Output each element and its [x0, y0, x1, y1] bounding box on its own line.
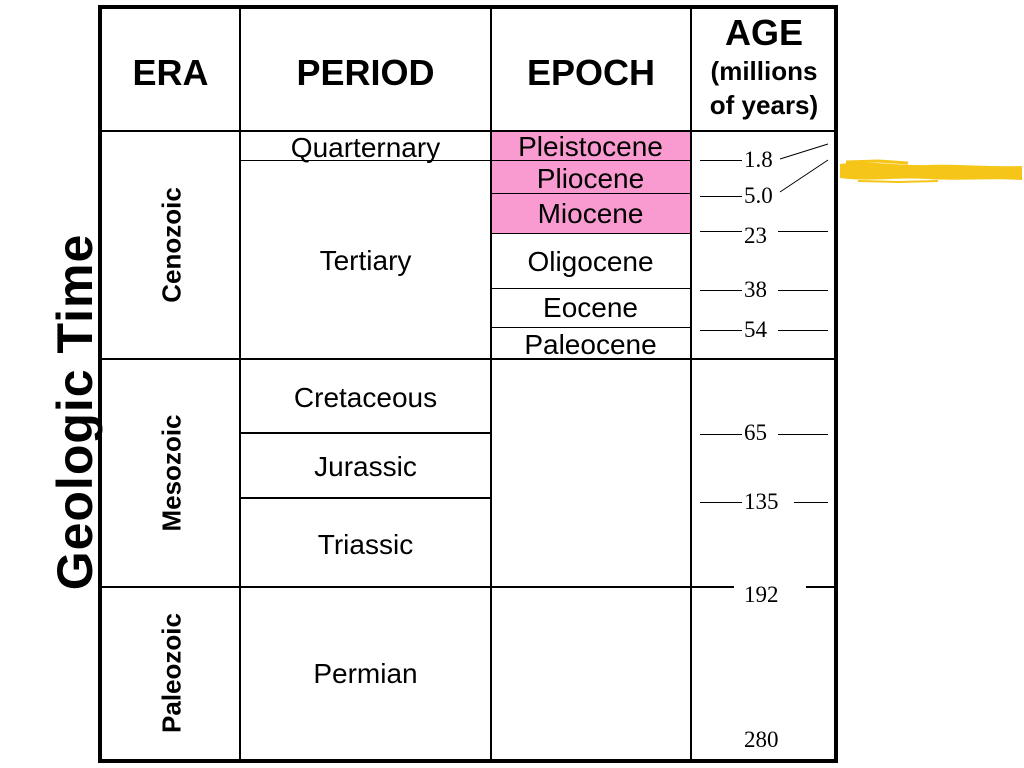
epoch-pliocene: Pliocene — [536, 163, 645, 194]
mesozoic-divider-right — [806, 586, 836, 588]
age-label-5: 54 — [744, 317, 767, 342]
side-title-text: Geologic Time — [47, 233, 103, 591]
age-tick-left-5 — [700, 330, 742, 331]
period-triassic: Triassic — [317, 529, 414, 560]
period-cretaceous: Cretaceous — [293, 382, 438, 413]
cenozoic-divider — [100, 358, 836, 360]
highlight-pleistocene — [491, 132, 690, 160]
header-age-line1: AGE — [724, 12, 803, 53]
epoch-line-2 — [491, 193, 690, 194]
epoch-pleistocene: Pleistocene — [518, 131, 663, 162]
age-label-3: 23 — [744, 223, 767, 248]
age-connector-1 — [779, 143, 829, 193]
header-age-line3: of years) — [709, 90, 819, 120]
divider-era-period — [239, 7, 241, 761]
age-tick-right-6 — [778, 434, 828, 435]
mesozoic-divider-left — [100, 586, 734, 588]
epoch-eocene: Eocene — [543, 292, 638, 323]
highlight-pliocene — [491, 161, 690, 193]
period-line-quarternary — [240, 160, 490, 161]
header-divider — [100, 130, 836, 132]
age-tick-left-4 — [700, 290, 742, 291]
period-line-cretaceous — [240, 432, 490, 434]
epoch-line-4 — [491, 288, 690, 289]
age-tick-left-1 — [700, 160, 742, 161]
header-age-line2: (millions — [710, 56, 818, 86]
age-label-9: 280 — [744, 727, 779, 752]
age-tick-right-5 — [778, 330, 828, 331]
period-permian: Permian — [313, 658, 418, 689]
age-tick-right-3 — [778, 231, 828, 232]
age-tick-left-3 — [700, 231, 742, 232]
epoch-line-5 — [491, 327, 690, 328]
age-tick-right-4 — [778, 290, 828, 291]
highlight-miocene — [491, 194, 690, 233]
period-line-jurassic — [240, 497, 490, 499]
age-label-2: 5.0 — [744, 183, 773, 208]
age-tick-left-2 — [700, 196, 742, 197]
header-epoch: EPOCH — [526, 52, 656, 93]
period-tertiary: Tertiary — [319, 245, 412, 276]
age-tick-right-7 — [794, 502, 828, 503]
header-period: PERIOD — [296, 52, 435, 93]
geologic-time-table — [98, 5, 838, 763]
epoch-miocene: Miocene — [537, 198, 644, 229]
epoch-paleocene: Paleocene — [524, 329, 657, 360]
age-label-4: 38 — [744, 277, 767, 302]
age-label-1: 1.8 — [744, 147, 773, 172]
epoch-line-1 — [491, 160, 690, 161]
divider-epoch-age — [690, 7, 692, 761]
epoch-line-3 — [491, 233, 690, 234]
age-label-7: 135 — [744, 489, 779, 514]
period-quarternary: Quarternary — [290, 132, 441, 163]
highlighter-stroke — [840, 159, 1022, 184]
divider-period-epoch — [490, 7, 492, 761]
age-tick-left-6 — [700, 434, 742, 435]
header-era: ERA — [132, 52, 209, 93]
epoch-oligocene: Oligocene — [527, 246, 654, 277]
age-label-8: 192 — [744, 582, 779, 607]
header-age: AGE (millions of years) — [692, 12, 836, 122]
period-jurassic: Jurassic — [314, 451, 417, 482]
age-tick-left-7 — [700, 502, 742, 503]
age-label-6: 65 — [744, 420, 767, 445]
